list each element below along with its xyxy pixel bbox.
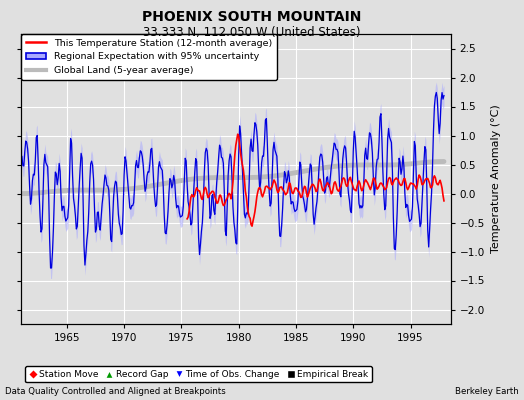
Text: PHOENIX SOUTH MOUNTAIN: PHOENIX SOUTH MOUNTAIN — [142, 10, 361, 24]
Text: 33.333 N, 112.050 W (United States): 33.333 N, 112.050 W (United States) — [143, 26, 361, 39]
Text: Data Quality Controlled and Aligned at Breakpoints: Data Quality Controlled and Aligned at B… — [5, 387, 226, 396]
Y-axis label: Temperature Anomaly (°C): Temperature Anomaly (°C) — [490, 105, 500, 253]
Legend: Station Move, Record Gap, Time of Obs. Change, Empirical Break: Station Move, Record Gap, Time of Obs. C… — [26, 366, 372, 382]
Text: Berkeley Earth: Berkeley Earth — [455, 387, 519, 396]
